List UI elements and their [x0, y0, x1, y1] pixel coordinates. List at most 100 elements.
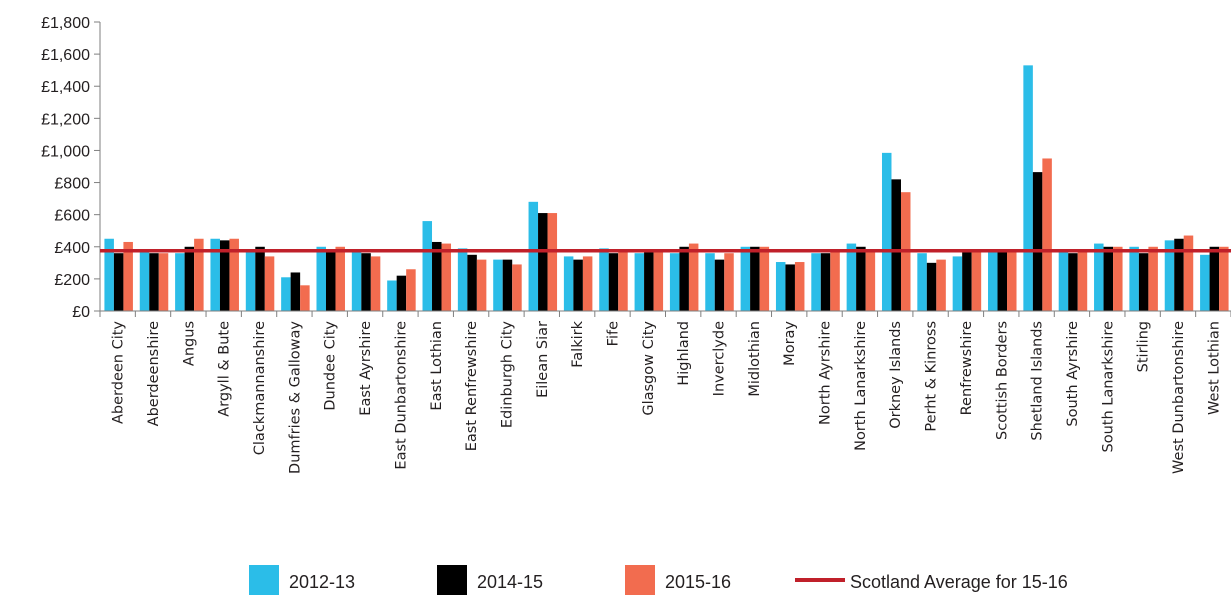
bar-2015-16-1 — [158, 253, 169, 311]
bar-2012-13-10 — [457, 248, 468, 311]
bar-2015-16-30 — [1183, 235, 1194, 311]
bar-2015-16-15 — [653, 249, 664, 311]
bar-2014-15-20 — [820, 253, 831, 311]
bar-2012-13-16 — [669, 253, 680, 311]
bar-2014-15-23 — [926, 262, 937, 311]
bar-2015-16-18 — [759, 246, 770, 311]
bar-2012-13-9 — [422, 221, 433, 311]
bar-2014-15-14 — [608, 253, 619, 311]
y-tick-label: £1,200 — [41, 111, 90, 128]
bar-2015-16-11 — [512, 264, 522, 311]
bar-2015-16-16 — [688, 243, 699, 311]
bar-2012-13-3 — [210, 238, 220, 311]
bar-2014-15-30 — [1174, 238, 1184, 311]
x-tick-label: West Lothian — [1206, 321, 1222, 415]
bar-2012-13-15 — [634, 253, 645, 311]
y-axis: £0 £200 £400 £600 £800 £1,000 £1,200 £1,400 £1,6… — [41, 15, 101, 321]
bar-2015-16-31 — [1219, 246, 1229, 311]
x-tick-label: East Lothian — [429, 321, 445, 411]
x-tick-label: Orkney Islands — [888, 321, 904, 429]
bar-2015-16-8 — [406, 269, 416, 311]
bar-2012-13-24 — [952, 256, 963, 311]
y-tick-label: £1,400 — [41, 79, 90, 96]
bar-2014-15-24 — [962, 249, 972, 311]
bars — [104, 65, 1229, 311]
bar-2015-16-7 — [370, 256, 381, 311]
bar-2012-13-28 — [1094, 243, 1104, 311]
bar-2014-15-26 — [1032, 172, 1043, 311]
bar-2012-13-19 — [775, 262, 786, 311]
legend-label: 2014-15 — [477, 572, 543, 592]
x-tick-label: East Dunbartonshire — [393, 321, 409, 470]
legend-swatch-2015-16 — [625, 565, 655, 595]
y-tick-label: £800 — [54, 176, 90, 193]
y-tick-label: £1,000 — [41, 143, 90, 160]
bar-2014-15-31 — [1209, 246, 1220, 311]
bar-2012-13-6 — [316, 246, 326, 311]
bar-2015-16-20 — [830, 249, 840, 311]
x-tick-label: South Lanarkshire — [1100, 321, 1116, 453]
legend-label: 2012-13 — [289, 572, 355, 592]
bar-2014-15-19 — [785, 264, 795, 311]
bar-2012-13-20 — [811, 253, 821, 311]
x-tick-label: Clackmannanshire — [252, 321, 268, 455]
x-tick-label: Inverclyde — [712, 321, 728, 396]
x-tick-label: Fife — [605, 321, 621, 346]
y-tick-label: £1,800 — [41, 15, 90, 32]
bar-2012-13-0 — [104, 238, 114, 311]
bar-2012-13-11 — [493, 259, 503, 311]
bar-2015-16-17 — [724, 253, 734, 311]
bar-2012-13-27 — [1058, 249, 1069, 311]
bar-2014-15-0 — [113, 253, 124, 311]
bar-2014-15-10 — [467, 254, 477, 311]
bar-2015-16-6 — [335, 246, 345, 311]
bar-2012-13-14 — [599, 248, 609, 311]
bar-2014-15-22 — [891, 179, 901, 311]
legend-swatch-2012-13 — [249, 565, 279, 595]
bar-2014-15-9 — [432, 241, 442, 311]
x-tick-label: Scottish Borders — [994, 321, 1010, 440]
bar-2014-15-4 — [255, 246, 265, 311]
x-tick-label: Perht & Kinross — [924, 321, 940, 432]
bar-2014-15-17 — [714, 259, 725, 311]
x-tick-label: Aberdeen City — [111, 321, 127, 424]
bar-2014-15-2 — [184, 246, 195, 311]
bar-2014-15-16 — [679, 246, 689, 311]
x-tick-label: Angus — [181, 321, 197, 366]
bar-2012-13-12 — [528, 201, 539, 311]
x-tick-label: North Ayrshire — [818, 321, 834, 425]
x-tick-label: Dundee City — [323, 321, 339, 411]
bar-2014-15-28 — [1103, 246, 1114, 311]
bar-2014-15-11 — [502, 259, 513, 311]
bar-2014-15-21 — [856, 246, 866, 311]
bar-2014-15-6 — [325, 251, 336, 311]
y-tick-label: £200 — [54, 272, 90, 289]
bar-2015-16-19 — [794, 262, 805, 311]
bar-2015-16-4 — [264, 256, 275, 311]
bar-2012-13-21 — [846, 243, 857, 311]
x-tick-label: Falkirk — [570, 320, 586, 367]
bar-2012-13-18 — [740, 246, 751, 311]
bar-2015-16-25 — [1007, 249, 1017, 311]
bar-2014-15-27 — [1068, 253, 1078, 311]
bar-2015-16-2 — [194, 238, 204, 311]
bar-2015-16-21 — [865, 249, 876, 311]
legend-label: Scotland Average for 15-16 — [850, 572, 1068, 592]
bar-2014-15-1 — [149, 253, 159, 311]
x-tick-label: Argyll & Bute — [217, 321, 233, 417]
bar-2012-13-4 — [245, 249, 256, 311]
bar-2015-16-23 — [936, 259, 946, 311]
x-tick-label: Moray — [782, 321, 798, 366]
bar-2012-13-29 — [1129, 246, 1139, 311]
x-tick-label: Dumfries & Galloway — [287, 321, 303, 474]
bar-2015-16-27 — [1077, 249, 1088, 311]
bar-2015-16-13 — [582, 256, 593, 311]
bar-2012-13-7 — [351, 249, 362, 311]
x-tick-label: Midlothian — [747, 321, 763, 397]
bar-2012-13-2 — [175, 253, 185, 311]
bar-2014-15-15 — [644, 249, 654, 311]
bar-2014-15-3 — [219, 240, 230, 311]
legend: 2012-13 2014-15 2015-16 Scotland Average fo… — [249, 565, 1068, 595]
x-tick-label: Glasgow City — [641, 321, 657, 416]
